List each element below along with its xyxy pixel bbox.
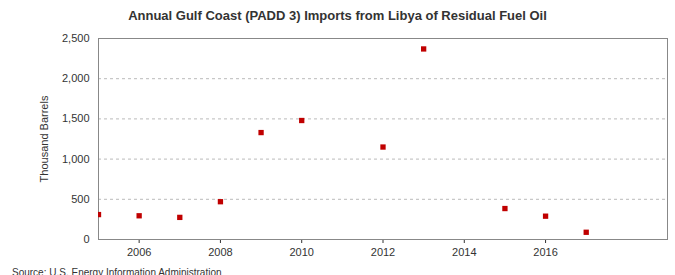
html-text:Annual Gulf Coast (PADD 3) Imp: Annual Gulf Coast (PADD 3) Imports from … (128, 8, 547, 23)
svg-text:2016: 2016 (533, 246, 557, 258)
svg-text:1,000: 1,000 (62, 153, 90, 165)
svg-text:2014: 2014 (452, 246, 476, 258)
svg-text:2010: 2010 (289, 246, 313, 258)
svg-text:2006: 2006 (127, 246, 151, 258)
svg-text:2008: 2008 (208, 246, 232, 258)
svg-text:Thousand Barrels: Thousand Barrels (38, 95, 50, 182)
svg-text:2012: 2012 (371, 246, 395, 258)
svg-text:2,000: 2,000 (62, 72, 90, 84)
svg-text:2,500: 2,500 (62, 32, 90, 44)
svg-text:0: 0 (83, 233, 89, 245)
svg-text:1,500: 1,500 (62, 112, 90, 124)
svg-text:500: 500 (71, 193, 89, 205)
